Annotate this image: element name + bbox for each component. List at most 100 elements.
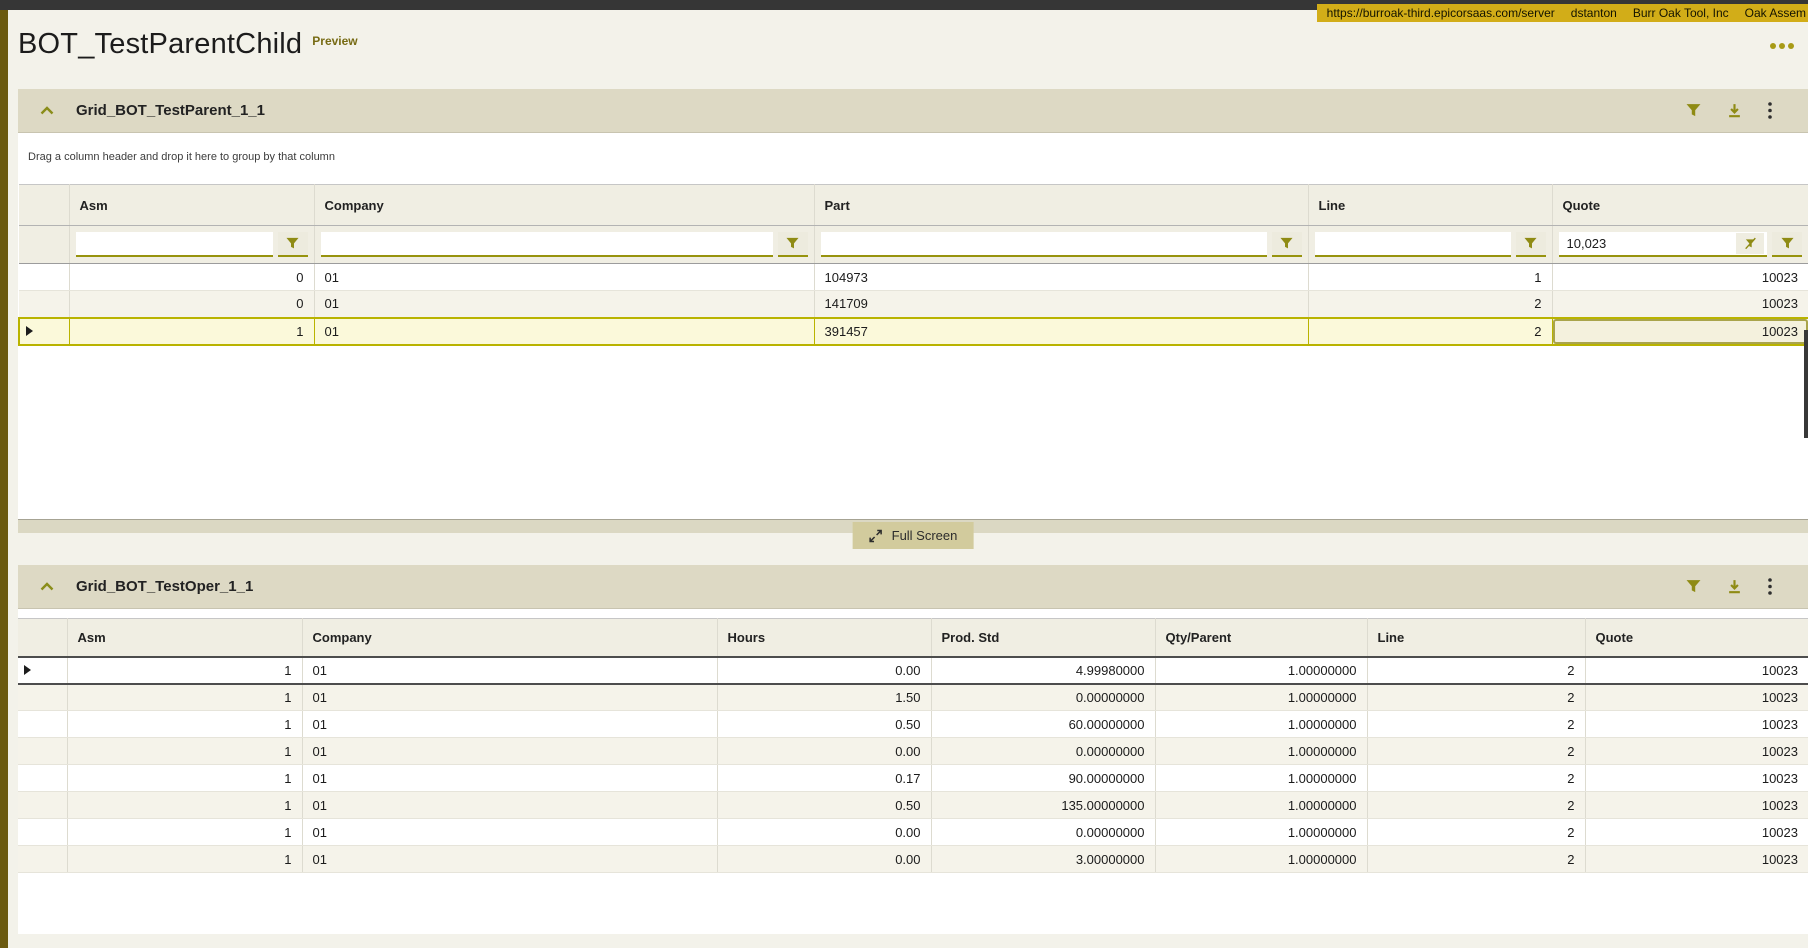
cell-hours[interactable]: 0.50: [717, 791, 932, 819]
cell-asm[interactable]: 1: [67, 791, 303, 819]
cell-quote[interactable]: 10023: [1552, 316, 1808, 346]
filter-input-quote[interactable]: [1558, 232, 1736, 255]
column-header-line[interactable]: Line: [1367, 618, 1586, 657]
grid-filter-icon[interactable]: [1686, 103, 1701, 118]
cell-prod-std[interactable]: 60.00000000: [931, 710, 1156, 738]
cell-qty-parent[interactable]: 1.00000000: [1155, 791, 1368, 819]
row-indicator-cell[interactable]: [18, 710, 68, 738]
column-header-qty-parent[interactable]: Qty/Parent: [1155, 618, 1368, 657]
cell-quote[interactable]: 10023: [1585, 737, 1808, 765]
column-header-asm[interactable]: Asm: [69, 184, 315, 226]
table-row[interactable]: 1 01 0.17 90.00000000 1.00000000 2 10023: [18, 764, 1808, 792]
filter-input-company[interactable]: [320, 232, 773, 257]
cell-quote[interactable]: 10023: [1585, 764, 1808, 792]
cell-hours[interactable]: 0.00: [717, 655, 932, 685]
filter-input-asm[interactable]: [75, 232, 273, 257]
table-row[interactable]: 1 01 0.00 0.00000000 1.00000000 2 10023: [18, 818, 1808, 846]
cell-qty-parent[interactable]: 1.00000000: [1155, 655, 1368, 685]
group-by-hint[interactable]: Drag a column header and drop it here to…: [28, 151, 335, 163]
cell-hours[interactable]: 0.00: [717, 845, 932, 873]
cell-quote[interactable]: 10023: [1585, 791, 1808, 819]
cell-quote[interactable]: 10023: [1585, 818, 1808, 846]
cell-company[interactable]: 01: [302, 845, 718, 873]
table-row[interactable]: 1 01 0.50 135.00000000 1.00000000 2 1002…: [18, 791, 1808, 819]
column-header-prod-std[interactable]: Prod. Std: [931, 618, 1156, 657]
row-indicator-cell[interactable]: [18, 655, 68, 685]
cell-qty-parent[interactable]: 1.00000000: [1155, 683, 1368, 711]
cell-quote[interactable]: 10023: [1552, 290, 1808, 318]
table-row[interactable]: 0 01 141709 2 10023: [19, 290, 1808, 318]
cell-line[interactable]: 2: [1367, 655, 1586, 685]
kebab-menu-icon[interactable]: [1768, 578, 1772, 595]
download-icon[interactable]: [1727, 103, 1742, 118]
cell-hours[interactable]: 1.50: [717, 683, 932, 711]
cell-line[interactable]: 2: [1367, 818, 1586, 846]
filter-funnel-icon[interactable]: [1271, 232, 1302, 257]
cell-line[interactable]: 2: [1308, 290, 1553, 318]
download-icon[interactable]: [1727, 579, 1742, 594]
cell-prod-std[interactable]: 0.00000000: [931, 683, 1156, 711]
cell-prod-std[interactable]: 90.00000000: [931, 764, 1156, 792]
cell-qty-parent[interactable]: 1.00000000: [1155, 737, 1368, 765]
cell-hours[interactable]: 0.00: [717, 818, 932, 846]
row-indicator-cell[interactable]: [18, 316, 70, 346]
filter-funnel-icon[interactable]: [1515, 232, 1546, 257]
grid-filter-icon[interactable]: [1686, 579, 1701, 594]
cell-prod-std[interactable]: 3.00000000: [931, 845, 1156, 873]
cell-company[interactable]: 01: [302, 710, 718, 738]
column-header-company[interactable]: Company: [314, 184, 815, 226]
column-header-quote[interactable]: Quote: [1585, 618, 1808, 657]
filter-funnel-icon[interactable]: [277, 232, 308, 257]
cell-qty-parent[interactable]: 1.00000000: [1155, 845, 1368, 873]
cell-company[interactable]: 01: [302, 818, 718, 846]
cell-asm[interactable]: 0: [69, 290, 315, 318]
filter-funnel-icon[interactable]: [1772, 232, 1802, 257]
row-indicator-cell[interactable]: [18, 683, 68, 711]
cell-company[interactable]: 01: [302, 683, 718, 711]
cell-part[interactable]: 391457: [814, 316, 1309, 346]
cell-company[interactable]: 01: [314, 290, 815, 318]
cell-line[interactable]: 2: [1367, 683, 1586, 711]
table-row[interactable]: 1 01 0.00 3.00000000 1.00000000 2 10023: [18, 845, 1808, 873]
clear-filter-icon[interactable]: [1736, 233, 1764, 254]
cell-part[interactable]: 141709: [814, 290, 1309, 318]
cell-asm[interactable]: 1: [67, 818, 303, 846]
cell-line[interactable]: 2: [1367, 737, 1586, 765]
row-indicator-cell[interactable]: [18, 737, 68, 765]
cell-quote[interactable]: 10023: [1585, 655, 1808, 685]
cell-hours[interactable]: 0.17: [717, 764, 932, 792]
table-row[interactable]: 0 01 104973 1 10023: [19, 263, 1808, 291]
cell-hours[interactable]: 0.50: [717, 710, 932, 738]
cell-line[interactable]: 2: [1367, 845, 1586, 873]
collapse-chevron-icon[interactable]: [40, 106, 54, 115]
cell-asm[interactable]: 1: [67, 737, 303, 765]
row-indicator-cell[interactable]: [18, 791, 68, 819]
cell-quote[interactable]: 10023: [1585, 683, 1808, 711]
column-header-asm[interactable]: Asm: [67, 618, 303, 657]
cell-qty-parent[interactable]: 1.00000000: [1155, 818, 1368, 846]
cell-company[interactable]: 01: [302, 764, 718, 792]
column-header-quote[interactable]: Quote: [1552, 184, 1808, 226]
column-header-company[interactable]: Company: [302, 618, 718, 657]
cell-prod-std[interactable]: 4.99980000: [931, 655, 1156, 685]
cell-prod-std[interactable]: 135.00000000: [931, 791, 1156, 819]
cell-part[interactable]: 104973: [814, 263, 1309, 291]
overflow-menu-icon[interactable]: [1770, 43, 1794, 49]
row-indicator-cell[interactable]: [18, 764, 68, 792]
kebab-menu-icon[interactable]: [1768, 102, 1772, 119]
cell-asm[interactable]: 1: [67, 845, 303, 873]
full-screen-button[interactable]: Full Screen: [852, 522, 974, 549]
filter-input-line[interactable]: [1314, 232, 1511, 257]
table-row[interactable]: 1 01 391457 2 10023: [18, 316, 1808, 346]
cell-prod-std[interactable]: 0.00000000: [931, 737, 1156, 765]
cell-asm[interactable]: 1: [67, 655, 303, 685]
table-row[interactable]: 1 01 0.00 0.00000000 1.00000000 2 10023: [18, 737, 1808, 765]
cell-quote[interactable]: 10023: [1585, 845, 1808, 873]
page-scrollbar-thumb[interactable]: [1804, 330, 1808, 438]
cell-company[interactable]: 01: [314, 316, 815, 346]
row-indicator-cell[interactable]: [18, 845, 68, 873]
cell-line[interactable]: 2: [1367, 791, 1586, 819]
cell-prod-std[interactable]: 0.00000000: [931, 818, 1156, 846]
column-header-part[interactable]: Part: [814, 184, 1309, 226]
cell-line[interactable]: 2: [1367, 764, 1586, 792]
